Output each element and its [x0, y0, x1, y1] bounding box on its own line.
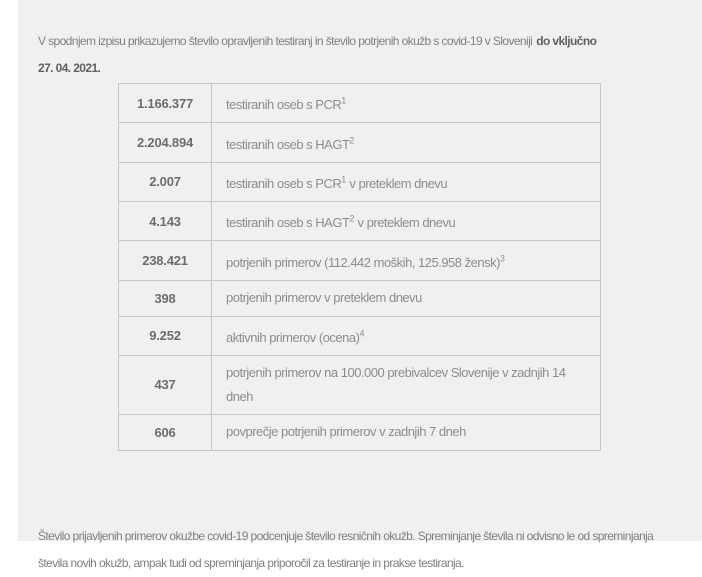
intro-text: V spodnjem izpisu prikazujemo število op… [38, 34, 533, 48]
table-row: 398 potrjenih primerov v preteklem dnevu [118, 279, 601, 317]
value-cell: 437 [118, 354, 212, 415]
label-cell: testiranih oseb s PCR1 v preteklem dnevu [211, 161, 601, 202]
table-row: 2.204.894 testiranih oseb s HAGT2 [118, 122, 601, 163]
intro-bold-phrase: do vključno [536, 34, 597, 48]
table-row: 606 povprečje potrjenih primerov v zadnj… [118, 413, 601, 451]
label-text: povprečje potrjenih primerov v zadnjih 7… [226, 424, 466, 440]
label-text: aktivnih primerov (ocena)4 [226, 328, 365, 345]
label-text: testiranih oseb s PCR1 [226, 96, 347, 113]
label-text: potrjenih primerov v preteklem dnevu [226, 290, 422, 306]
footer-paragraph: Število prijavljenih primerov okužbe cov… [38, 528, 654, 570]
label-cell: potrjenih primerov v preteklem dnevu [211, 279, 601, 317]
value-cell: 238.421 [118, 240, 212, 281]
label-cell: potrjenih primerov (112.442 moških, 125.… [211, 240, 601, 281]
label-cell: testiranih oseb s HAGT2 v preteklem dnev… [211, 200, 601, 242]
intro-bold-date: 27. 04. 2021. [38, 61, 101, 75]
value-cell: 2.007 [118, 161, 212, 202]
label-cell: testiranih oseb s PCR1 [211, 82, 601, 124]
table-row: 238.421 potrjenih primerov (112.442 mošk… [118, 240, 601, 281]
label-text: testiranih oseb s HAGT2 v preteklem dnev… [226, 213, 456, 231]
covid-stats-table-body: 1.166.377 testiranih oseb s PCR1 2.204.8… [118, 82, 601, 451]
intro-line2: 27. 04. 2021. [38, 55, 702, 82]
intro-line1: V spodnjem izpisu prikazujemo število op… [38, 28, 702, 55]
label-cell: aktivnih primerov (ocena)4 [211, 315, 601, 356]
table-row: 4.143 testiranih oseb s HAGT2 v pretekle… [118, 200, 601, 242]
content-area: V spodnjem izpisu prikazujemo število op… [18, 0, 702, 570]
value-cell: 4.143 [118, 200, 212, 242]
table-row: 437 potrjenih primerov na 100.000 prebiv… [118, 354, 601, 415]
label-cell: potrjenih primerov na 100.000 prebivalce… [211, 354, 601, 415]
intro-paragraph: V spodnjem izpisu prikazujemo število op… [18, 0, 702, 82]
value-cell: 1.166.377 [118, 82, 212, 124]
label-text: potrjenih primerov na 100.000 prebivalce… [226, 364, 566, 404]
value-cell: 2.204.894 [118, 122, 212, 163]
label-cell: testiranih oseb s HAGT2 [211, 122, 601, 163]
label-text: testiranih oseb s HAGT2 [226, 135, 355, 152]
value-cell: 9.252 [118, 315, 212, 356]
table-row: 9.252 aktivnih primerov (ocena)4 [118, 315, 601, 356]
label-text: testiranih oseb s PCR1 v preteklem dnevu [226, 174, 448, 191]
label-text: potrjenih primerov (112.442 moških, 125.… [226, 253, 505, 270]
covid-stats-table: 1.166.377 testiranih oseb s PCR1 2.204.8… [118, 82, 601, 451]
left-margin-strip [0, 0, 18, 541]
value-cell: 606 [118, 413, 212, 451]
table-row: 1.166.377 testiranih oseb s PCR1 [118, 82, 601, 124]
value-cell: 398 [118, 279, 212, 317]
label-cell: povprečje potrjenih primerov v zadnjih 7… [211, 413, 601, 451]
table-row: 2.007 testiranih oseb s PCR1 v preteklem… [118, 161, 601, 202]
